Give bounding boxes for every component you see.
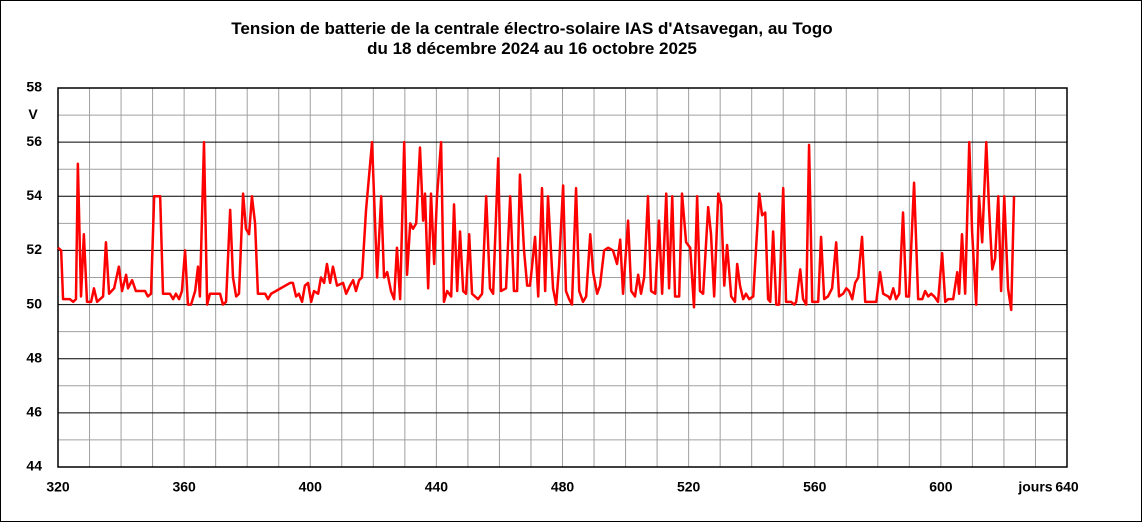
x-axis-label: jours: [1017, 479, 1052, 495]
y-tick-label: 44: [26, 458, 42, 474]
plot-frame: [57, 87, 1068, 468]
y-tick-label: 50: [26, 295, 42, 311]
x-tick-label: 640: [1055, 479, 1079, 495]
x-tick-label: 400: [299, 479, 323, 495]
x-tick-label: 520: [677, 479, 701, 495]
y-tick-label: 48: [26, 349, 42, 365]
x-tick-label: 560: [803, 479, 827, 495]
y-axis-label: V: [28, 106, 38, 122]
x-tick-label: 480: [551, 479, 575, 495]
y-tick-label: 46: [26, 404, 42, 420]
y-tick-label: 58: [26, 79, 42, 95]
y-tick-label: 54: [26, 187, 42, 203]
x-tick-label: 440: [425, 479, 449, 495]
chart-title: Tension de batterie de la centrale élect…: [231, 19, 832, 38]
chart-subtitle: du 18 décembre 2024 au 16 octobre 2025: [367, 39, 697, 58]
y-tick-label: 52: [26, 241, 42, 257]
x-tick-label: 360: [172, 479, 196, 495]
x-tick-label: 320: [46, 479, 70, 495]
data-line: [57, 140, 1016, 312]
y-tick-label: 56: [26, 133, 42, 149]
x-tick-label: 600: [929, 479, 953, 495]
